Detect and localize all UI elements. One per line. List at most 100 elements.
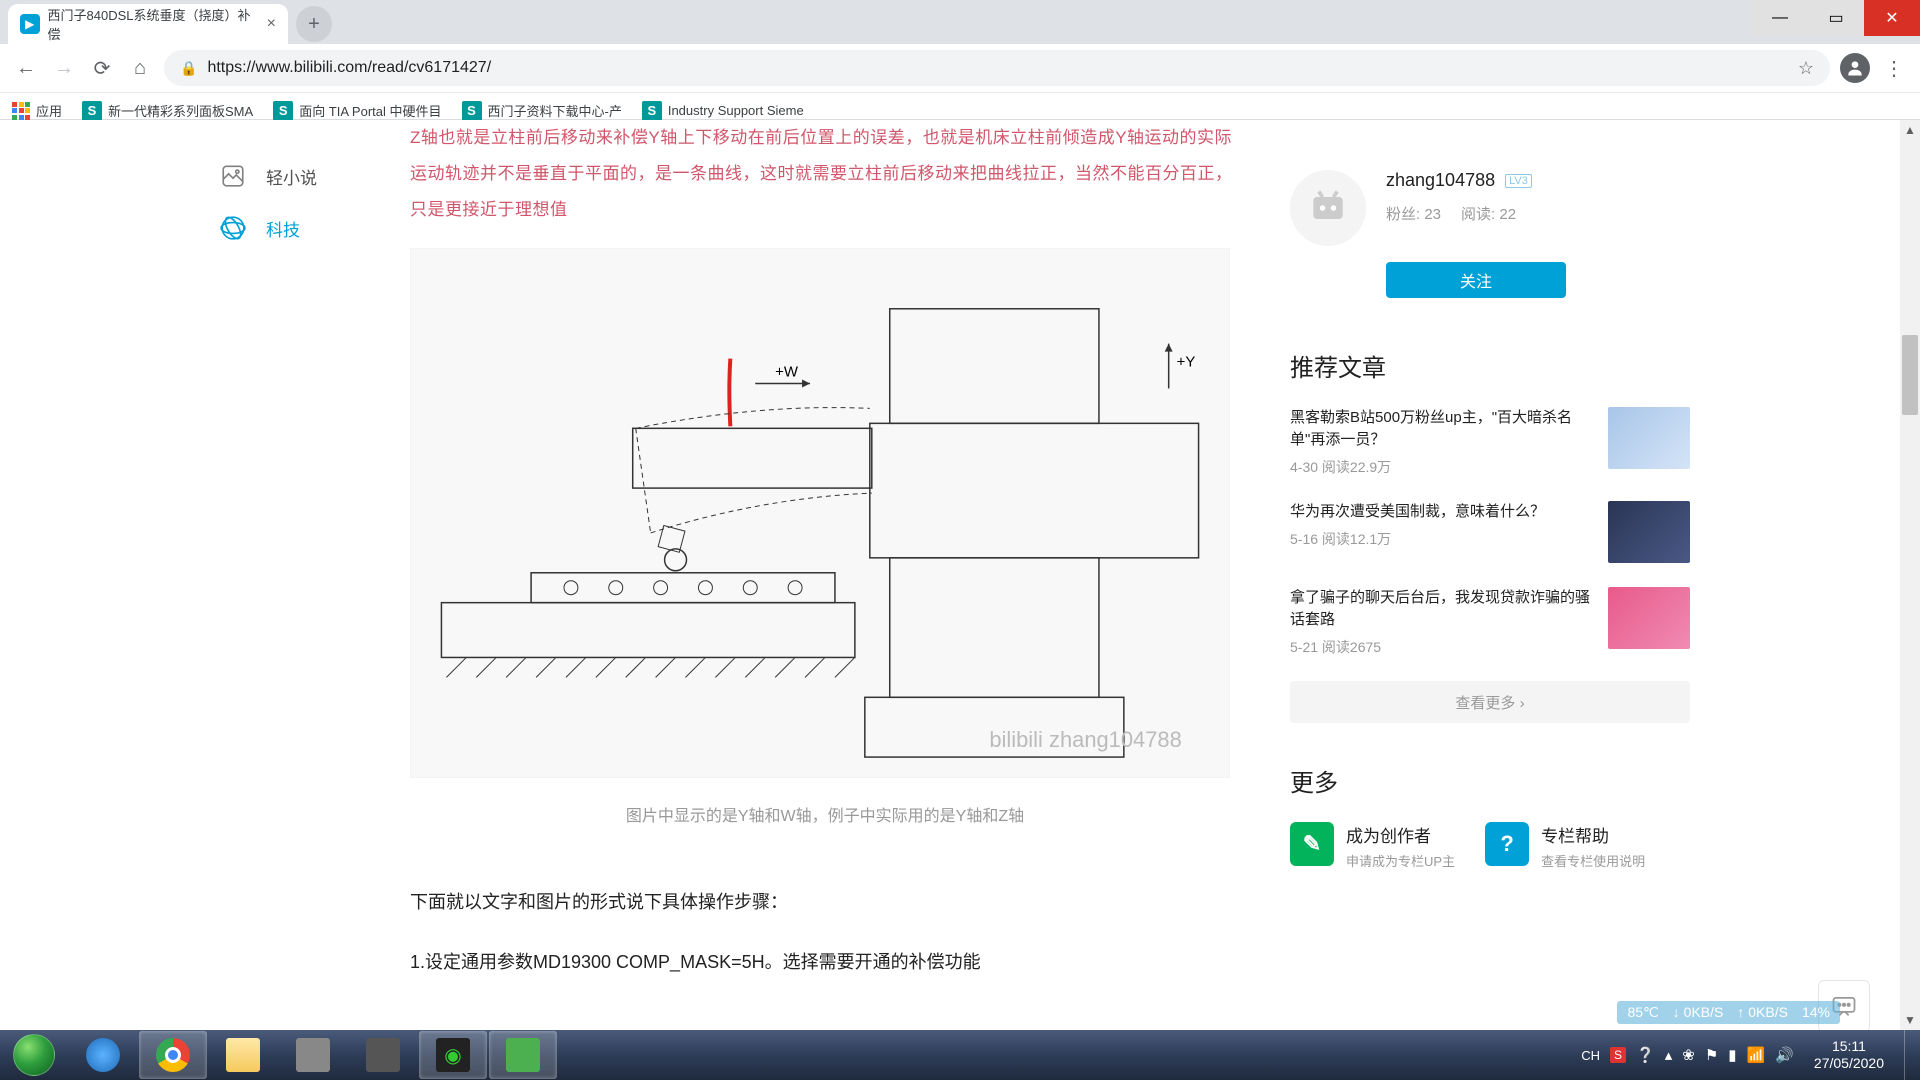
become-creator-link[interactable]: ✎ 成为创作者申请成为专栏UP主 xyxy=(1290,822,1455,870)
headset-icon xyxy=(366,1038,400,1072)
reads-label: 阅读: xyxy=(1461,206,1495,223)
usage-value: 14% xyxy=(1802,1004,1830,1021)
lock-icon: 🔒 xyxy=(180,60,197,77)
author-name[interactable]: zhang104788 xyxy=(1386,170,1495,191)
apps-button[interactable]: 应用 xyxy=(12,101,62,120)
view-more-label: 查看更多 › xyxy=(1455,692,1524,713)
battery-tray-icon[interactable]: ▮ xyxy=(1728,1046,1736,1064)
recommend-item[interactable]: 黑客勒索B站500万粉丝up主，"百大暗杀名单"再添一员？4-30 阅读22.9… xyxy=(1290,407,1690,477)
highlighted-paragraph: Z轴也就是立柱前后移动来补偿Y轴上下移动在前后位置上的误差，也就是机床立柱前倾造… xyxy=(410,120,1240,228)
bookmark-item[interactable]: S Industry Support Sieme xyxy=(642,101,804,121)
menu-button[interactable]: ⋮ xyxy=(1880,54,1908,82)
more-item-title: 成为创作者 xyxy=(1346,822,1455,847)
eye-icon: ◉ xyxy=(436,1038,470,1072)
recommend-item[interactable]: 拿了骗子的聊天后台后，我发现贷款诈骗的骚话套路5-21 阅读2675 xyxy=(1290,587,1690,657)
taskbar-app1[interactable] xyxy=(279,1031,347,1079)
tray-chevron-icon[interactable]: ▴ xyxy=(1665,1046,1673,1064)
bookmark-label: 西门子资料下载中心-产 xyxy=(488,101,622,120)
minimize-button[interactable]: — xyxy=(1752,0,1808,36)
taskbar-clock[interactable]: 15:11 27/05/2020 xyxy=(1804,1038,1894,1072)
fans-count: 23 xyxy=(1424,206,1441,223)
article-aside: zhang104788 LV3 粉丝: 23 阅读: 22 关注 推荐文章 黑客… xyxy=(1290,170,1690,870)
recommend-item[interactable]: 华为再次遭受美国制裁，意味着什么？5-16 阅读12.1万 xyxy=(1290,501,1690,563)
view-more-button[interactable]: 查看更多 › xyxy=(1290,681,1690,723)
more-section: 更多 ✎ 成为创作者申请成为专栏UP主 ? 专栏帮助查看专栏使用说明 xyxy=(1290,763,1690,870)
axis-w-label: +W xyxy=(775,364,799,381)
scroll-up-icon[interactable]: ▲ xyxy=(1900,120,1920,140)
back-button[interactable]: ← xyxy=(12,54,40,82)
address-bar[interactable]: 🔒 https://www.bilibili.com/read/cv617142… xyxy=(164,50,1830,86)
taskbar-explorer[interactable] xyxy=(209,1031,277,1079)
profile-button[interactable] xyxy=(1840,53,1870,83)
more-item-sub: 申请成为专栏UP主 xyxy=(1346,851,1455,870)
level-badge: LV3 xyxy=(1505,174,1532,188)
vertical-scrollbar[interactable]: ▲ ▼ xyxy=(1900,120,1920,1030)
chrome-icon xyxy=(156,1038,190,1072)
reload-button[interactable]: ⟳ xyxy=(88,54,116,82)
tab-close-icon[interactable]: × xyxy=(267,15,276,33)
tray-icon[interactable]: ❀ xyxy=(1682,1046,1695,1064)
axis-y-label: +Y xyxy=(1177,354,1196,371)
flag-tray-icon[interactable]: ⚑ xyxy=(1705,1046,1718,1064)
diagram-svg: +W +Y xyxy=(411,249,1229,777)
page-content: 轻小说 科技 Z轴也就是立柱前后移动来补偿Y轴上下移动在前后位置上的误差，也就是… xyxy=(0,120,1900,1030)
new-tab-button[interactable]: + xyxy=(296,6,332,42)
reads-count: 22 xyxy=(1499,206,1516,223)
follow-button[interactable]: 关注 xyxy=(1386,262,1566,298)
more-item-sub: 查看专栏使用说明 xyxy=(1541,851,1645,870)
taskbar-app4[interactable] xyxy=(489,1031,557,1079)
tray-icons: S ❔ ▴ ❀ ⚑ ▮ 📶 🔊 xyxy=(1610,1046,1794,1064)
scroll-thumb[interactable] xyxy=(1902,335,1918,415)
tab-strip: ▶ 西门子840DSL系统垂度（挠度）补偿 × + xyxy=(0,0,1920,44)
volume-tray-icon[interactable]: 🔊 xyxy=(1775,1046,1794,1064)
rec-title: 黑客勒索B站500万粉丝up主，"百大暗杀名单"再添一员？ xyxy=(1290,407,1594,451)
apps-icon xyxy=(12,102,30,120)
show-desktop-button[interactable] xyxy=(1904,1030,1916,1080)
forward-button[interactable]: → xyxy=(50,54,78,82)
browser-tab[interactable]: ▶ 西门子840DSL系统垂度（挠度）补偿 × xyxy=(8,4,288,44)
temp-value: 85℃ xyxy=(1627,1004,1658,1021)
sidebar-item-novel[interactable]: 轻小说 xyxy=(220,150,360,202)
green-app-icon xyxy=(506,1038,540,1072)
clock-date: 27/05/2020 xyxy=(1814,1055,1884,1072)
window-close-button[interactable]: ✕ xyxy=(1864,0,1920,36)
sidebar-item-tech[interactable]: 科技 xyxy=(220,202,360,254)
rec-thumbnail xyxy=(1608,407,1690,469)
bilibili-favicon: ▶ xyxy=(20,14,40,34)
bookmark-item[interactable]: S 西门子资料下载中心-产 xyxy=(462,101,622,121)
maximize-button[interactable]: ▭ xyxy=(1808,0,1864,36)
pencil-icon: ✎ xyxy=(1290,822,1334,866)
column-help-link[interactable]: ? 专栏帮助查看专栏使用说明 xyxy=(1485,822,1645,870)
help-tray-icon[interactable]: ❔ xyxy=(1636,1046,1655,1064)
bookmark-item[interactable]: S面向 TIA Portal 中硬件目 xyxy=(273,101,441,121)
start-orb-icon xyxy=(13,1034,55,1076)
sogou-icon[interactable]: S xyxy=(1610,1047,1626,1063)
tab-title: 西门子840DSL系统垂度（挠度）补偿 xyxy=(48,5,259,43)
taskbar-ie[interactable] xyxy=(69,1031,137,1079)
rec-thumbnail xyxy=(1608,587,1690,649)
bookmark-label: Industry Support Sieme xyxy=(668,103,804,118)
diagram-watermark: bilibili zhang104788 xyxy=(989,727,1181,752)
ime-indicator[interactable]: CH xyxy=(1581,1048,1600,1063)
bookmark-label: 面向 TIA Portal 中硬件目 xyxy=(299,101,441,120)
taskbar-app3[interactable]: ◉ xyxy=(419,1031,487,1079)
author-name-row: zhang104788 LV3 xyxy=(1386,170,1690,191)
article-body: Z轴也就是立柱前后移动来补偿Y轴上下移动在前后位置上的误差，也就是机床立柱前倾造… xyxy=(410,120,1240,974)
technical-diagram: +W +Y xyxy=(410,248,1230,778)
taskbar-app2[interactable] xyxy=(349,1031,417,1079)
start-button[interactable] xyxy=(0,1030,68,1080)
siemens-icon: S xyxy=(642,101,662,121)
siemens-icon: S xyxy=(462,101,482,121)
home-button[interactable]: ⌂ xyxy=(126,54,154,82)
article-text: 1.设定通用参数MD19300 COMP_MASK=5H。选择需要开通的补偿功能 xyxy=(410,948,1240,974)
author-avatar[interactable] xyxy=(1290,170,1366,246)
bookmark-item[interactable]: S新一代精彩系列面板SMA xyxy=(82,101,253,121)
question-icon: ? xyxy=(1485,822,1529,866)
bookmark-star-icon[interactable]: ☆ xyxy=(1798,58,1814,79)
download-speed: 0KB/S xyxy=(1684,1004,1724,1020)
taskbar-chrome[interactable] xyxy=(139,1031,207,1079)
recommend-section: 推荐文章 黑客勒索B站500万粉丝up主，"百大暗杀名单"再添一员？4-30 阅… xyxy=(1290,348,1690,723)
network-tray-icon[interactable]: 📶 xyxy=(1747,1046,1766,1064)
more-item-title: 专栏帮助 xyxy=(1541,822,1645,847)
scroll-down-icon[interactable]: ▼ xyxy=(1900,1010,1920,1030)
